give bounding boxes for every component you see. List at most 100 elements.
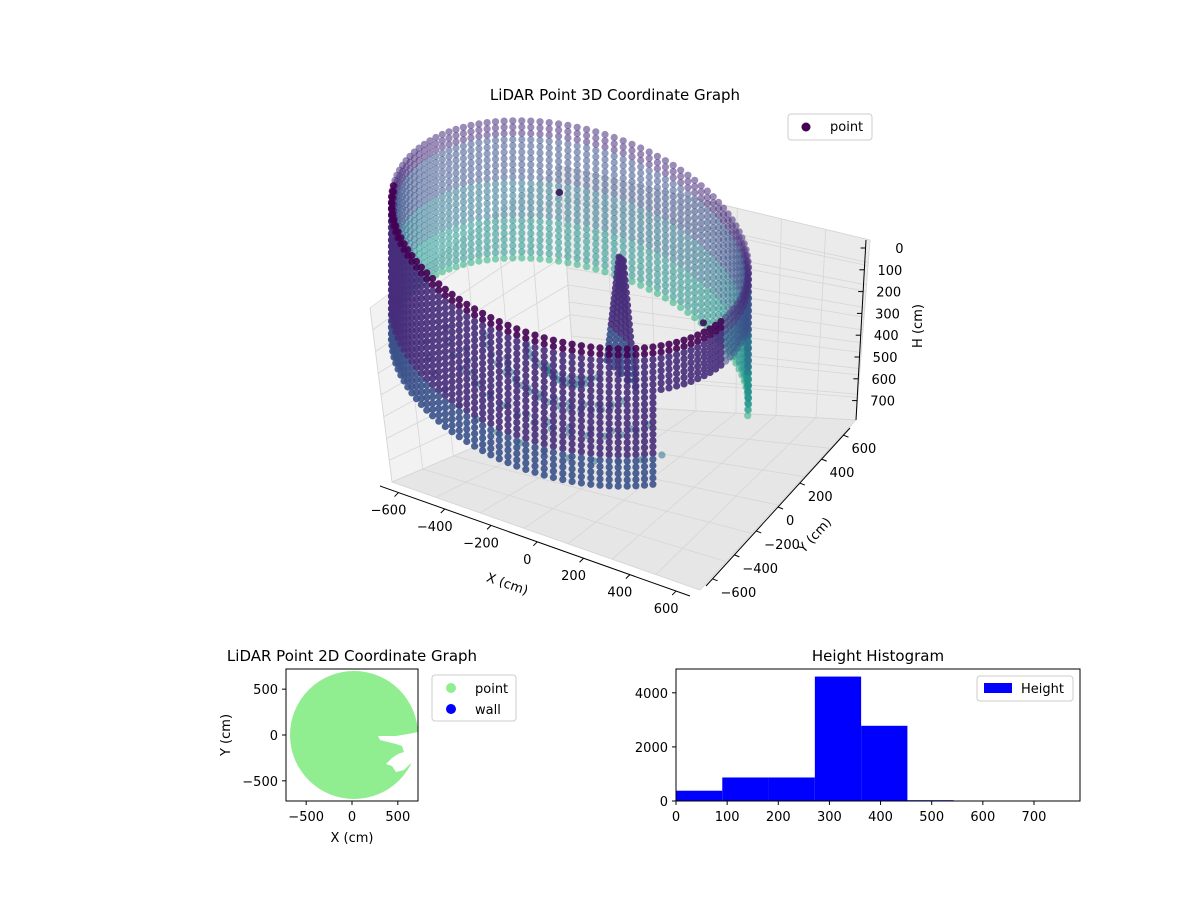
- point-3d: [479, 415, 487, 423]
- point-3d: [645, 267, 653, 275]
- point-3d: [577, 454, 586, 462]
- point-3d: [483, 225, 491, 233]
- point-3d: [568, 346, 576, 354]
- point-3d: [661, 256, 670, 265]
- point-3d: [706, 350, 714, 358]
- point-3d: [559, 413, 567, 421]
- point-3d: [531, 437, 539, 445]
- point-3d: [513, 425, 521, 433]
- point-3d: [545, 144, 553, 152]
- point-3d: [661, 275, 670, 283]
- point-3d: [522, 453, 530, 461]
- point-3d: [684, 184, 692, 192]
- point-3d: [522, 384, 530, 392]
- point-3d: [479, 359, 487, 367]
- histogram-title: Height Histogram: [812, 647, 944, 665]
- point-3d: [722, 313, 730, 322]
- point-3d: [459, 192, 467, 200]
- point-3d: [417, 400, 425, 409]
- point-3d: [536, 186, 544, 194]
- point-3d: [522, 415, 530, 423]
- point-3d: [573, 129, 581, 138]
- point-3d: [632, 463, 640, 471]
- point-3d: [587, 362, 595, 370]
- point-3d: [640, 462, 649, 471]
- point-3d: [677, 166, 685, 174]
- point-3d: [509, 217, 517, 225]
- point-3d: [509, 154, 517, 162]
- point-3d: [697, 188, 705, 196]
- point-3d: [459, 236, 467, 244]
- point-3d: [657, 385, 665, 393]
- point-3d: [445, 171, 453, 180]
- point-3d: [417, 282, 425, 290]
- point-3d: [583, 157, 591, 165]
- histogram-bar: [861, 725, 908, 801]
- point-3d: [709, 243, 717, 251]
- point-3d: [536, 174, 544, 182]
- point-3d: [568, 353, 576, 361]
- point-3d: [661, 182, 670, 190]
- point-3d: [697, 200, 705, 208]
- point-3d: [441, 373, 449, 381]
- legend-2d: point wall: [431, 674, 517, 722]
- point-3d: [459, 179, 467, 187]
- point-3d: [549, 349, 558, 357]
- point-3d: [697, 306, 705, 315]
- point-3d: [500, 117, 508, 125]
- point-3d: [459, 148, 467, 156]
- point-3d: [632, 413, 640, 421]
- point-3d: [441, 291, 449, 300]
- point-3d: [513, 412, 521, 420]
- point-3d: [677, 247, 685, 255]
- point-3d: [669, 180, 677, 188]
- point-3d: [540, 340, 548, 348]
- point-3d: [653, 171, 662, 179]
- point-3d: [645, 185, 653, 194]
- point-3d: [463, 313, 471, 321]
- point-3d: [637, 150, 645, 158]
- point-3d: [614, 357, 622, 365]
- point-3d: [509, 129, 517, 137]
- point-3d: [744, 387, 752, 395]
- point-3d: [577, 429, 586, 437]
- point-3d: [522, 459, 530, 467]
- point-3d: [649, 455, 657, 463]
- point-3d: [632, 351, 640, 359]
- point-3d: [504, 421, 512, 429]
- z-tick-label-3d: 0: [895, 242, 903, 257]
- point-3d: [573, 161, 581, 169]
- point-3d: [518, 129, 526, 137]
- point-3d: [459, 173, 467, 181]
- x-tick-3d: [532, 541, 538, 547]
- point-3d: [479, 378, 487, 386]
- point-3d: [536, 224, 544, 232]
- point-3d: [555, 207, 563, 215]
- points-3d: [387, 117, 753, 490]
- point-3d: [417, 294, 425, 302]
- point-3d: [605, 369, 613, 378]
- point-3d: [658, 451, 666, 459]
- point-3d: [684, 290, 692, 298]
- point-3d: [400, 240, 408, 248]
- point-3d: [423, 375, 431, 383]
- point-3d: [640, 394, 649, 402]
- point-3d: [441, 391, 449, 399]
- point-3d: [549, 336, 558, 344]
- point-3d: [483, 150, 491, 158]
- point-3d: [601, 149, 609, 157]
- point-3d: [438, 262, 446, 270]
- point-3d: [445, 178, 453, 186]
- point-3d: [500, 254, 508, 262]
- point-3d: [471, 417, 479, 425]
- point-3d: [709, 211, 717, 219]
- point-3d: [632, 388, 640, 396]
- point-3d: [531, 350, 539, 358]
- point-3d: [540, 459, 548, 467]
- point-3d: [445, 159, 453, 167]
- point-3d: [455, 364, 463, 372]
- point-3d: [513, 350, 521, 358]
- point-3d: [527, 154, 535, 163]
- x-tick-label-2d: −500: [288, 810, 324, 825]
- point-3d: [619, 193, 627, 201]
